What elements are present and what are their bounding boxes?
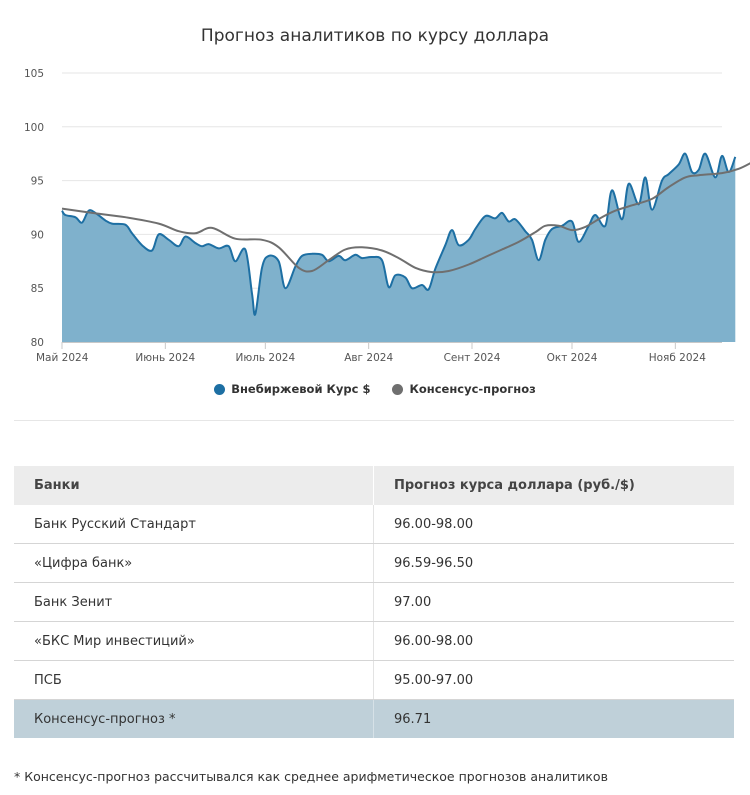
table-row: «Цифра банк» 96.59-96.50 [14, 543, 734, 583]
table-row-consensus: Консенсус-прогноз * 96.71 [14, 699, 734, 738]
forecast-table: Банки Прогноз курса доллара (руб./$) Бан… [14, 466, 734, 738]
x-tick-label: Июнь 2024 [135, 352, 195, 364]
legend-label-market-rate: Внебиржевой Курс $ [231, 382, 371, 396]
y-tick-label: 95 [31, 176, 44, 188]
chart-area: 80 85 90 95 100 105 Май 2024 Июнь 2024 Июль 2024… [24, 68, 750, 364]
x-tick-label: Май 2024 [36, 352, 89, 364]
legend-item-consensus[interactable]: Консенсус-прогноз [392, 382, 536, 396]
bank-name: ПСБ [14, 660, 374, 700]
legend-dot-consensus [392, 383, 404, 395]
header-banks: Банки [14, 466, 374, 505]
series-layer [61, 152, 750, 342]
table-row: «БКС Мир инвестиций» 96.00-98.00 [14, 621, 734, 661]
legend-item-market-rate[interactable]: Внебиржевой Курс $ [214, 382, 370, 396]
table-header-row: Банки Прогноз курса доллара (руб./$) [14, 466, 734, 505]
x-tick-label: Сент 2024 [444, 352, 501, 364]
bank-name: «Цифра банк» [14, 543, 374, 583]
x-tick-label: Авг 2024 [344, 352, 393, 364]
y-tick-label: 100 [24, 122, 44, 134]
bank-name: Банк Зенит [14, 582, 374, 622]
table-row: ПСБ 95.00-97.00 [14, 660, 734, 700]
bank-name: Консенсус-прогноз * [14, 699, 374, 738]
bank-name: «БКС Мир инвестиций» [14, 621, 374, 661]
forecast-value: 96.00-98.00 [373, 505, 734, 544]
axis-layer: 80 85 90 95 100 105 Май 2024 Июнь 2024 Июль 2024… [24, 68, 722, 364]
y-tick-label: 80 [31, 337, 44, 349]
table-row: Банк Русский Стандарт 96.00-98.00 [14, 505, 734, 544]
divider [14, 420, 734, 421]
forecast-value: 96.71 [373, 699, 734, 738]
series-area-market-rate [62, 153, 736, 342]
legend-label-consensus: Консенсус-прогноз [409, 382, 536, 396]
chart-title: Прогноз аналитиков по курсу доллара [200, 26, 550, 46]
y-tick-label: 90 [31, 229, 44, 241]
legend-dot-market-rate [214, 383, 226, 395]
series-line-market-rate [61, 152, 737, 316]
x-tick-label: Окт 2024 [547, 352, 598, 364]
series-line-consensus [61, 162, 750, 274]
bank-name: Банк Русский Стандарт [14, 505, 374, 544]
footnote: * Консенсус-прогноз рассчитывался как ср… [14, 769, 608, 784]
forecast-value: 97.00 [373, 582, 734, 622]
legend: Внебиржевой Курс $ Консенсус-прогноз [0, 382, 750, 396]
header-forecast: Прогноз курса доллара (руб./$) [373, 466, 734, 505]
table-row: Банк Зенит 97.00 [14, 582, 734, 622]
x-tick-label: Июль 2024 [236, 352, 296, 364]
forecast-value: 96.00-98.00 [373, 621, 734, 661]
forecast-value: 96.59-96.50 [373, 543, 734, 583]
forecast-value: 95.00-97.00 [373, 660, 734, 700]
y-tick-label: 105 [24, 68, 44, 80]
x-tick-label: Нояб 2024 [649, 352, 706, 364]
y-tick-label: 85 [31, 283, 44, 295]
